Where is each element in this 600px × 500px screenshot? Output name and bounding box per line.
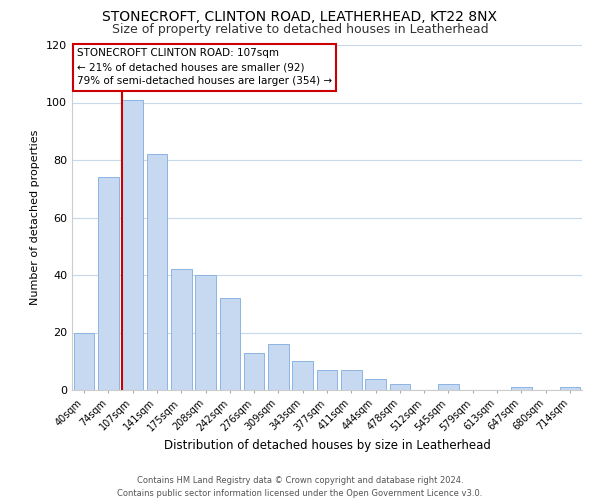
Text: Size of property relative to detached houses in Leatherhead: Size of property relative to detached ho… (112, 22, 488, 36)
X-axis label: Distribution of detached houses by size in Leatherhead: Distribution of detached houses by size … (164, 440, 490, 452)
Bar (171, 269, 191, 390)
Bar (220, 298, 240, 390)
Bar (268, 344, 289, 390)
Bar (511, 387, 532, 390)
Bar (195, 275, 216, 390)
Bar (560, 387, 580, 390)
Bar (74, 332, 94, 390)
Bar (389, 384, 410, 390)
Bar (98, 178, 119, 390)
Bar (365, 378, 386, 390)
Y-axis label: Number of detached properties: Number of detached properties (31, 130, 40, 305)
Bar (292, 361, 313, 390)
Bar (317, 370, 337, 390)
Bar (122, 100, 143, 390)
Bar (244, 352, 265, 390)
Text: Contains HM Land Registry data © Crown copyright and database right 2024.
Contai: Contains HM Land Registry data © Crown c… (118, 476, 482, 498)
Bar (341, 370, 362, 390)
Bar (438, 384, 459, 390)
Text: STONECROFT, CLINTON ROAD, LEATHERHEAD, KT22 8NX: STONECROFT, CLINTON ROAD, LEATHERHEAD, K… (103, 10, 497, 24)
Bar (146, 154, 167, 390)
Text: STONECROFT CLINTON ROAD: 107sqm
← 21% of detached houses are smaller (92)
79% of: STONECROFT CLINTON ROAD: 107sqm ← 21% of… (77, 48, 332, 86)
